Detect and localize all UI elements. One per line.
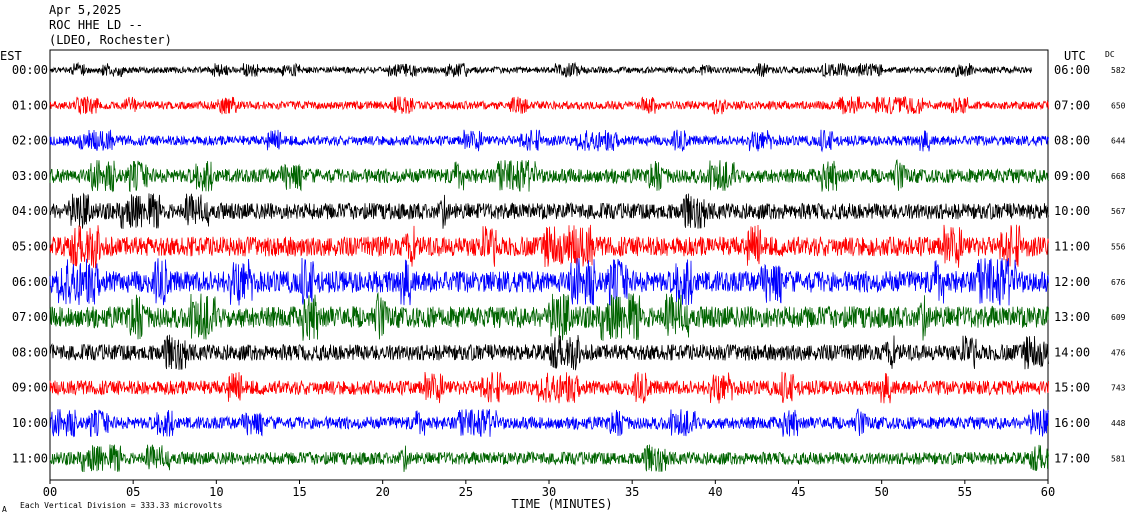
trace-0000 [49, 61, 1032, 78]
x-tick-label-2: 10 [209, 485, 223, 499]
trace-1100 [49, 444, 1049, 473]
x-tick-label-9: 45 [791, 485, 805, 499]
x-tick-label-3: 15 [292, 485, 306, 499]
x-tick-label-6: 30 [542, 485, 556, 499]
est-label-5: 05:00 [12, 240, 48, 254]
header-station: ROC HHE LD -- [49, 18, 143, 32]
utc-label-5: 11:00 [1054, 240, 1090, 254]
x-tick-label-12: 60 [1041, 485, 1055, 499]
x-tick-label-4: 20 [375, 485, 389, 499]
est-label-4: 04:00 [12, 204, 48, 218]
est-label-3: 03:00 [12, 169, 48, 183]
dc-value-5: 556 [1111, 243, 1126, 252]
trace-0500 [49, 224, 1049, 269]
utc-label-10: 16:00 [1054, 416, 1090, 430]
dc-value-3: 668 [1111, 172, 1126, 181]
est-label-1: 01:00 [12, 98, 48, 112]
footer-note: Each Vertical Division = 333.33 microvol… [20, 501, 222, 510]
est-label-9: 09:00 [12, 381, 48, 395]
dc-label: DC [1105, 50, 1115, 59]
x-tick-label-8: 40 [708, 485, 722, 499]
trace-0900 [49, 371, 1049, 404]
trace-0800 [49, 334, 1049, 371]
left-timezone-label: EST [0, 49, 22, 63]
utc-label-7: 13:00 [1054, 310, 1090, 324]
trace-0100 [49, 96, 1049, 116]
dc-value-8: 476 [1111, 348, 1126, 357]
trace-0200 [49, 129, 1049, 153]
utc-label-8: 14:00 [1054, 345, 1090, 359]
plot-frame [49, 49, 1049, 481]
dc-value-11: 581 [1111, 454, 1126, 463]
footer-mark: A [2, 505, 7, 514]
trace-0600 [49, 257, 1049, 306]
dc-value-6: 676 [1111, 278, 1126, 287]
est-label-6: 06:00 [12, 275, 48, 289]
utc-label-4: 10:00 [1054, 204, 1090, 218]
x-tick-label-10: 50 [874, 485, 888, 499]
x-tick-label-0: 00 [43, 485, 57, 499]
est-label-2: 02:00 [12, 134, 48, 148]
utc-label-3: 09:00 [1054, 169, 1090, 183]
header-network: (LDEO, Rochester) [49, 33, 172, 47]
est-label-7: 07:00 [12, 310, 48, 324]
utc-label-1: 07:00 [1054, 98, 1090, 112]
utc-label-11: 17:00 [1054, 451, 1090, 465]
utc-label-0: 06:00 [1054, 63, 1090, 77]
header-date: Apr 5,2025 [49, 3, 122, 17]
est-label-0: 00:00 [12, 63, 48, 77]
x-axis-label: TIME (MINUTES) [511, 497, 612, 511]
right-timezone-label: UTC [1064, 49, 1086, 63]
trace-1000 [49, 408, 1049, 438]
dc-value-10: 448 [1111, 419, 1126, 428]
dc-value-7: 609 [1111, 313, 1126, 322]
dc-value-0: 582 [1111, 66, 1126, 75]
est-label-10: 10:00 [12, 416, 48, 430]
x-tick-label-1: 05 [126, 485, 140, 499]
utc-label-9: 15:00 [1054, 381, 1090, 395]
trace-0700 [49, 291, 1049, 341]
est-label-8: 08:00 [12, 345, 48, 359]
dc-value-2: 644 [1111, 137, 1126, 146]
dc-value-1: 650 [1111, 101, 1126, 110]
trace-0400 [49, 192, 1049, 229]
dc-value-9: 743 [1111, 384, 1126, 393]
x-tick-label-11: 55 [958, 485, 972, 499]
x-tick-label-5: 25 [459, 485, 473, 499]
est-label-11: 11:00 [12, 451, 48, 465]
dc-value-4: 567 [1111, 207, 1126, 216]
utc-label-2: 08:00 [1054, 134, 1090, 148]
utc-label-6: 12:00 [1054, 275, 1090, 289]
x-tick-label-7: 35 [625, 485, 639, 499]
trace-0300 [49, 159, 1049, 193]
